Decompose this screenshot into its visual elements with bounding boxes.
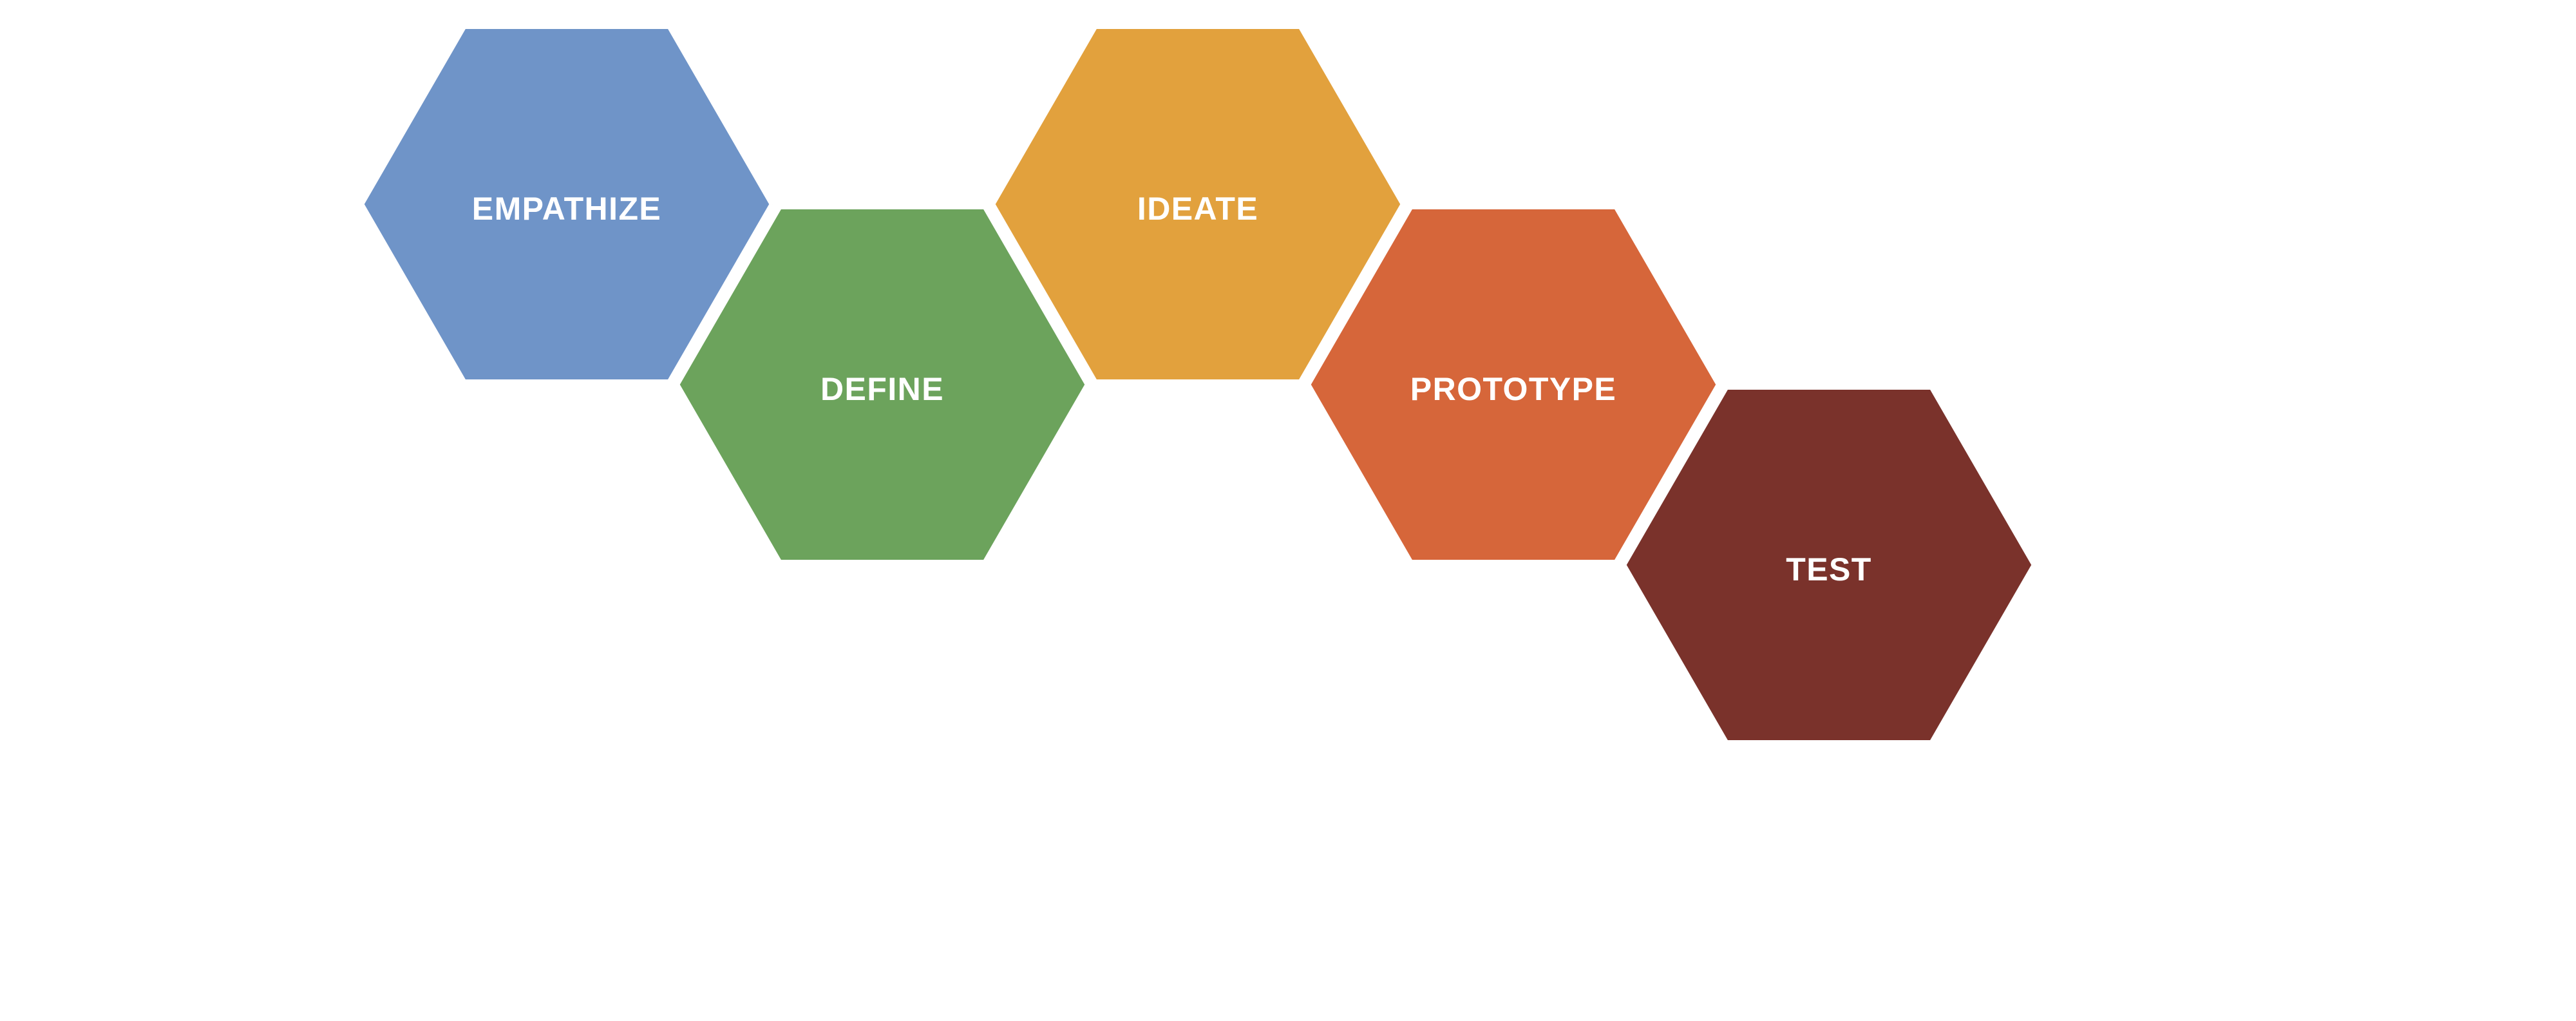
design-thinking-diagram: EmpathizeDefineIdeatePrototypeTest <box>0 0 2576 1021</box>
hex-test: Test <box>1623 386 2035 743</box>
